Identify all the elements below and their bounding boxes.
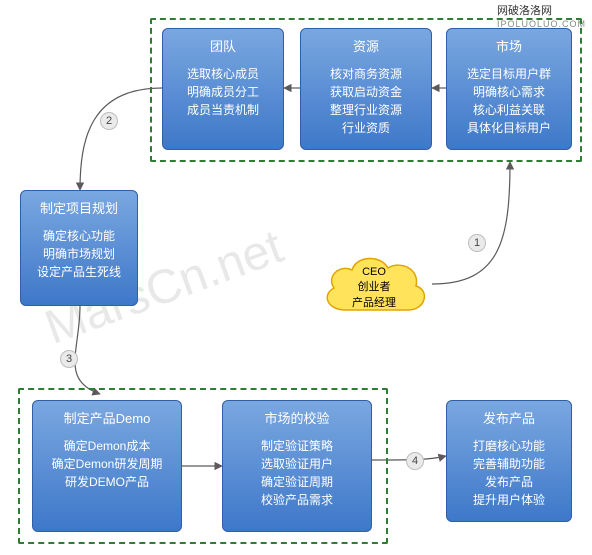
node-resource: 资源核对商务资源获取启动资金整理行业资源行业资质 — [300, 28, 432, 150]
node-release-line-3: 提升用户体验 — [453, 491, 565, 509]
node-validate: 市场的校验制定验证策略选取验证用户确定验证周期校验产品需求 — [222, 400, 372, 532]
node-demo-line-1: 确定Demon研发周期 — [39, 455, 175, 473]
node-plan-line-0: 确定核心功能 — [27, 227, 131, 245]
node-plan-line-2: 设定产品生死线 — [27, 263, 131, 281]
node-team-line-1: 明确成员分工 — [169, 83, 277, 101]
step-badge-step3: 3 — [60, 350, 78, 368]
node-validate-title: 市场的校验 — [229, 409, 365, 429]
node-resource-line-1: 获取启动资金 — [307, 83, 425, 101]
node-resource-line-2: 整理行业资源 — [307, 101, 425, 119]
node-market-line-1: 明确核心需求 — [453, 83, 565, 101]
node-release: 发布产品打磨核心功能完善辅助功能发布产品提升用户体验 — [446, 400, 572, 522]
node-resource-line-0: 核对商务资源 — [307, 65, 425, 83]
cloud-line-1: 创业者 — [358, 280, 391, 295]
node-plan: 制定项目规划确定核心功能明确市场规划设定产品生死线 — [20, 190, 138, 306]
node-plan-title: 制定项目规划 — [27, 199, 131, 219]
node-resource-line-3: 行业资质 — [307, 119, 425, 137]
node-demo-line-0: 确定Demon成本 — [39, 437, 175, 455]
step-badge-step4: 4 — [406, 452, 424, 470]
cloud-line-0: CEO — [362, 265, 386, 280]
node-demo-line-2: 研发DEMO产品 — [39, 473, 175, 491]
node-demo: 制定产品Demo 确定Demon成本确定Demon研发周期研发DEMO产品 — [32, 400, 182, 532]
edge-e-plan-demo — [75, 306, 100, 394]
site-watermark-main: 网破洛洛网 — [497, 5, 552, 17]
cloud-text: CEO创业者产品经理 — [316, 250, 432, 326]
node-validate-line-1: 选取验证用户 — [229, 455, 365, 473]
site-watermark: 网破洛洛网 IPOLUOLUO.COM — [497, 2, 586, 30]
node-plan-line-1: 明确市场规划 — [27, 245, 131, 263]
node-release-line-2: 发布产品 — [453, 473, 565, 491]
node-market-line-2: 核心利益关联 — [453, 101, 565, 119]
node-team-line-0: 选取核心成员 — [169, 65, 277, 83]
node-validate-line-0: 制定验证策略 — [229, 437, 365, 455]
node-team-line-2: 成员当责机制 — [169, 101, 277, 119]
node-release-line-1: 完善辅助功能 — [453, 455, 565, 473]
edge-e-cloud-market — [432, 162, 510, 284]
node-team-title: 团队 — [169, 37, 277, 57]
node-release-line-0: 打磨核心功能 — [453, 437, 565, 455]
node-market-line-3: 具体化目标用户 — [453, 119, 565, 137]
cloud-ceo: CEO创业者产品经理 — [316, 250, 432, 326]
step-badge-step2: 2 — [100, 112, 118, 130]
node-release-title: 发布产品 — [453, 409, 565, 429]
node-market-title: 市场 — [453, 37, 565, 57]
node-validate-line-3: 校验产品需求 — [229, 491, 365, 509]
step-badge-step1: 1 — [468, 234, 486, 252]
site-watermark-sub: IPOLUOLUO.COM — [497, 19, 586, 29]
node-validate-line-2: 确定验证周期 — [229, 473, 365, 491]
node-resource-title: 资源 — [307, 37, 425, 57]
cloud-line-2: 产品经理 — [352, 296, 396, 311]
node-demo-title: 制定产品Demo — [39, 409, 175, 429]
node-market-line-0: 选定目标用户群 — [453, 65, 565, 83]
node-market: 市场选定目标用户群明确核心需求核心利益关联具体化目标用户 — [446, 28, 572, 150]
node-team: 团队选取核心成员明确成员分工成员当责机制 — [162, 28, 284, 150]
